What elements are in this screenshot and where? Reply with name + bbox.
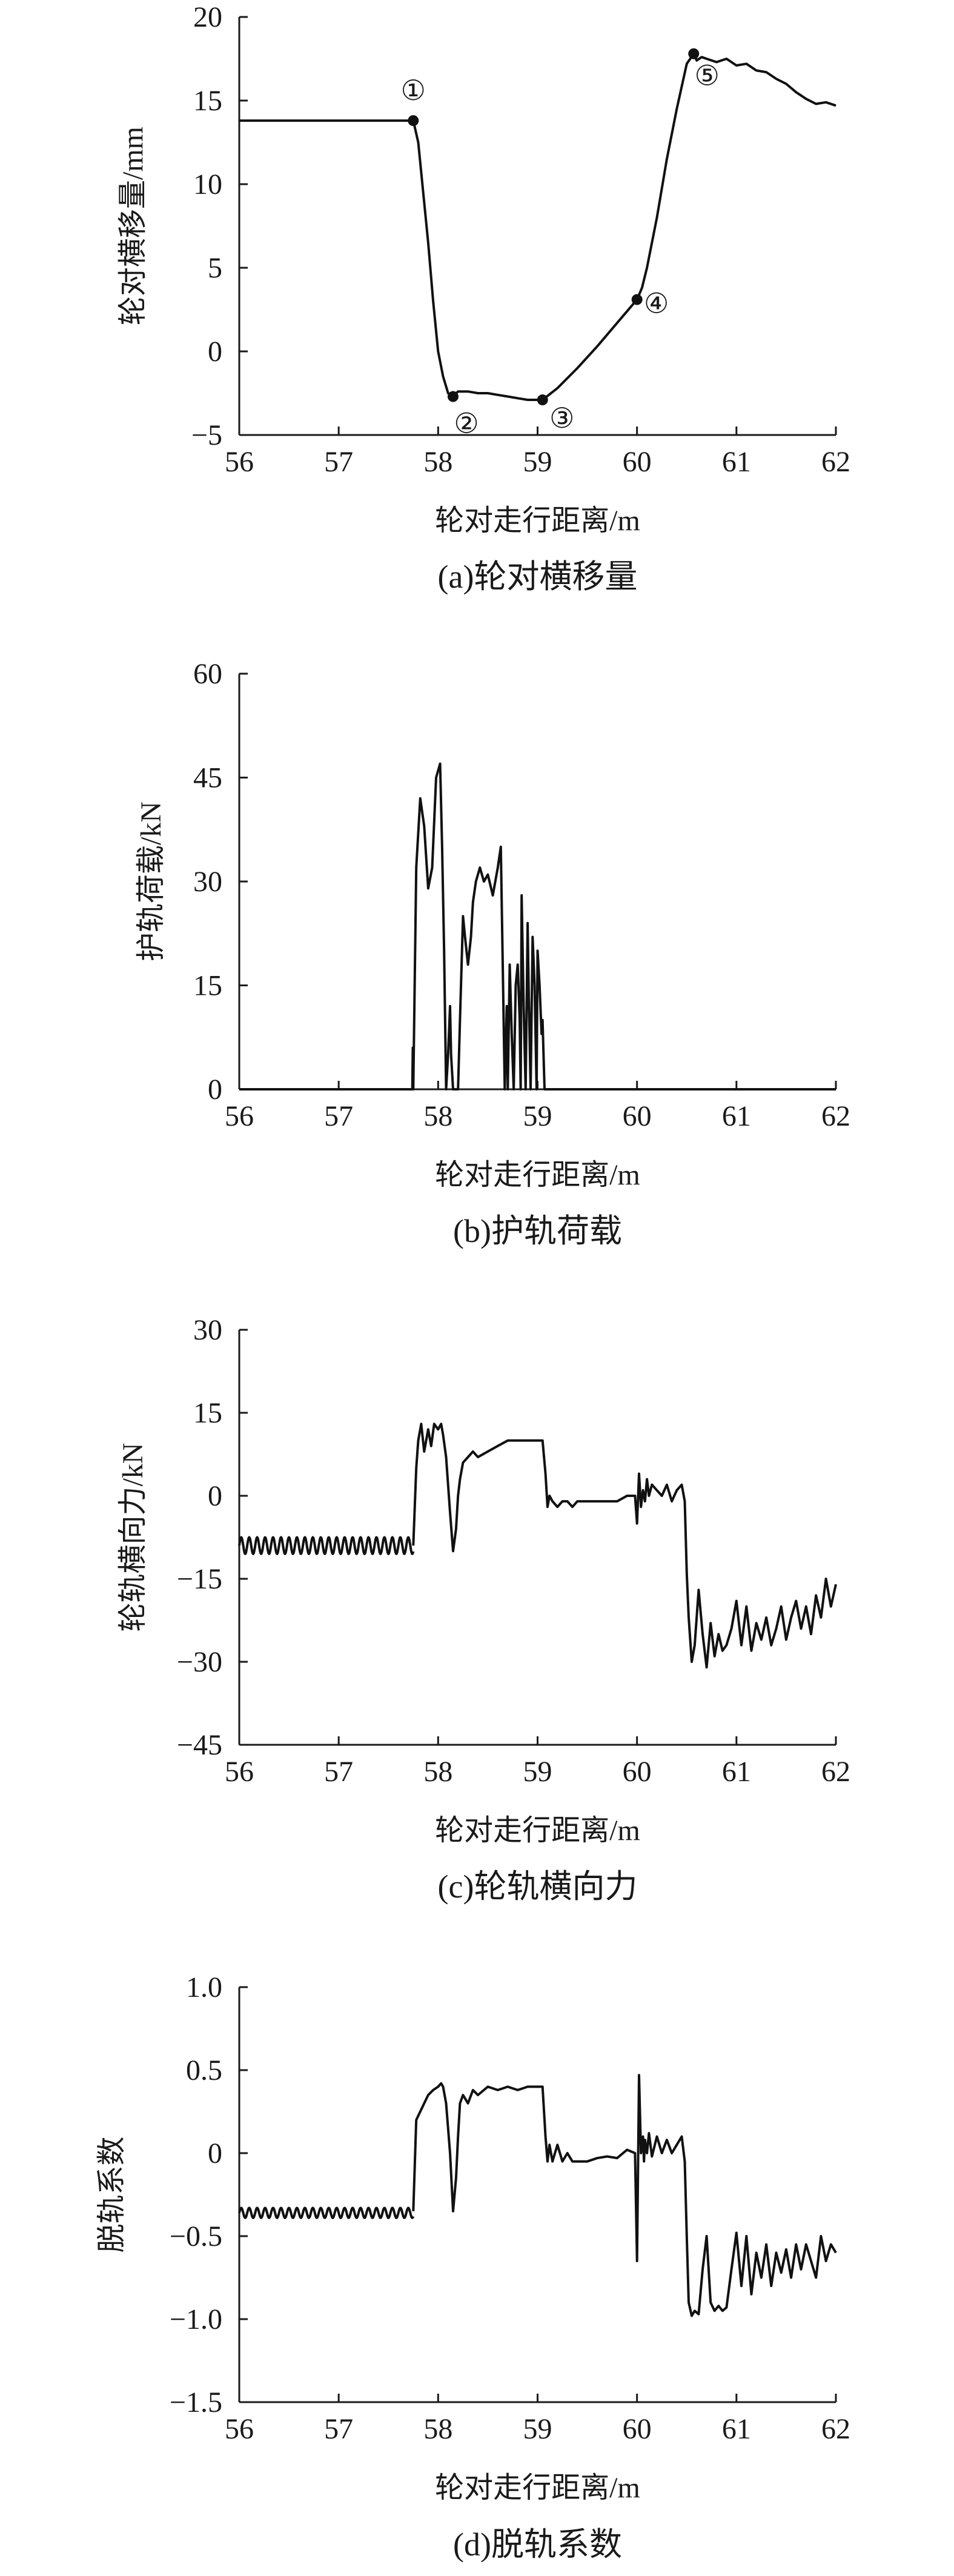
y-tick-label: −0.5 <box>170 2220 222 2252</box>
y-tick-label: 0 <box>208 1074 222 1106</box>
x-tick-label: 58 <box>423 446 452 478</box>
x-tick-label: 57 <box>324 1100 353 1132</box>
y-tick-label: 10 <box>193 168 222 201</box>
x-axis-label: 轮对走行距离/m <box>435 1814 640 1847</box>
y-tick-label: 1.0 <box>186 1971 222 2003</box>
marker-label: ⑤ <box>695 61 720 91</box>
marker-label: ③ <box>549 403 574 434</box>
x-tick-label: 59 <box>523 1100 552 1132</box>
y-axis-label: 脱轨系数 <box>96 2136 128 2252</box>
x-tick-label: 56 <box>225 446 254 478</box>
y-axis-label: 轮轨横向力/kN <box>117 1442 149 1632</box>
y-tick-label: 30 <box>193 1314 222 1346</box>
y-tick-label: −1.0 <box>170 2303 222 2335</box>
x-tick-label: 59 <box>523 446 552 478</box>
marker-point <box>408 115 419 127</box>
panel-caption: (c)轮轨横向力 <box>438 1868 638 1905</box>
series-line-1 <box>412 2074 837 2317</box>
y-tick-label: 0 <box>208 2137 222 2169</box>
x-tick-label: 61 <box>722 1100 751 1132</box>
x-tick-label: 58 <box>423 1100 452 1132</box>
x-axis-label: 轮对走行距离/m <box>435 2472 640 2504</box>
y-tick-label: 0 <box>208 1480 222 1512</box>
x-tick-label: 56 <box>225 1100 254 1132</box>
x-tick-label: 58 <box>423 1756 452 1788</box>
marker-label: ② <box>454 408 479 439</box>
y-tick-label: 45 <box>193 762 222 794</box>
x-tick-label: 61 <box>722 1756 751 1788</box>
panel-caption: (a)轮对横移量 <box>438 559 638 595</box>
x-tick-label: 61 <box>722 446 751 478</box>
y-tick-label: 15 <box>193 970 222 1002</box>
y-tick-label: 0.5 <box>186 2054 222 2086</box>
marker-label: ① <box>401 75 426 106</box>
x-tick-label: 60 <box>623 1100 652 1132</box>
x-tick-label: 60 <box>623 2413 652 2445</box>
x-tick-label: 62 <box>821 2413 850 2445</box>
y-tick-label: −1.5 <box>170 2386 222 2418</box>
chart-panel-4: 56 57 58 59 60 61 62 −1.5 −1.0 −0.5 0 0.5 1.0 轮对走行距离/… <box>96 1971 850 2563</box>
y-tick-label: 20 <box>193 1 222 33</box>
y-axis-label: 护轨荷载/kN <box>135 802 167 961</box>
x-tick-label: 62 <box>821 446 850 478</box>
panel-caption: (d)脱轨系数 <box>453 2526 622 2563</box>
y-tick-label: 60 <box>193 658 222 690</box>
x-axis-label: 轮对走行距离/m <box>435 505 640 537</box>
y-tick-label: 15 <box>193 1397 222 1429</box>
marker-point <box>447 391 459 402</box>
marker-label: ④ <box>644 288 669 319</box>
y-tick-label: 0 <box>208 336 222 368</box>
series-line-1 <box>239 762 836 1090</box>
x-tick-label: 57 <box>324 1756 353 1788</box>
chart-panel-1: 56 57 58 59 60 61 62 −5 0 5 10 15 20 轮对走行距离/m 轮对横移量/mm… <box>117 1 850 595</box>
x-tick-label: 59 <box>523 1756 552 1788</box>
y-tick-label: 30 <box>193 866 222 898</box>
marker-point <box>631 294 643 305</box>
x-tick-label: 58 <box>423 2413 452 2445</box>
x-axis-label: 轮对走行距离/m <box>435 1159 640 1191</box>
series-line-2 <box>238 1536 415 1555</box>
marker-point <box>537 394 548 406</box>
x-tick-label: 56 <box>225 1756 254 1788</box>
series-line-1 <box>239 52 836 401</box>
x-tick-label: 61 <box>722 2413 751 2445</box>
y-tick-label: −5 <box>191 419 222 451</box>
x-tick-label: 56 <box>225 2413 254 2445</box>
y-tick-label: 15 <box>193 85 222 117</box>
x-tick-label: 57 <box>324 446 353 478</box>
x-tick-label: 62 <box>821 1100 850 1132</box>
y-tick-label: −45 <box>177 1729 222 1761</box>
x-tick-label: 60 <box>623 446 652 478</box>
x-tick-label: 59 <box>523 2413 552 2445</box>
y-tick-label: 5 <box>208 252 222 284</box>
y-axis-label: 轮对横移量/mm <box>117 127 149 325</box>
chart-panel-2: 56 57 58 59 60 61 62 0 15 30 45 60 轮对走行距离/m 护轨荷载/kN (b… <box>135 658 850 1249</box>
y-tick-label: −15 <box>177 1563 222 1595</box>
x-tick-label: 60 <box>623 1756 652 1788</box>
x-tick-label: 57 <box>324 2413 353 2445</box>
y-tick-label: −30 <box>177 1646 222 1678</box>
series-line-1 <box>412 1422 837 1669</box>
series-line-2 <box>238 2206 415 2219</box>
x-tick-label: 62 <box>821 1756 850 1788</box>
marker-point <box>688 48 700 59</box>
panel-caption: (b)护轨荷载 <box>453 1213 622 1249</box>
chart-panel-3: 56 57 58 59 60 61 62 −45 −30 −15 0 15 30 轮对走行距离/m 轮轨横向… <box>117 1314 850 1905</box>
